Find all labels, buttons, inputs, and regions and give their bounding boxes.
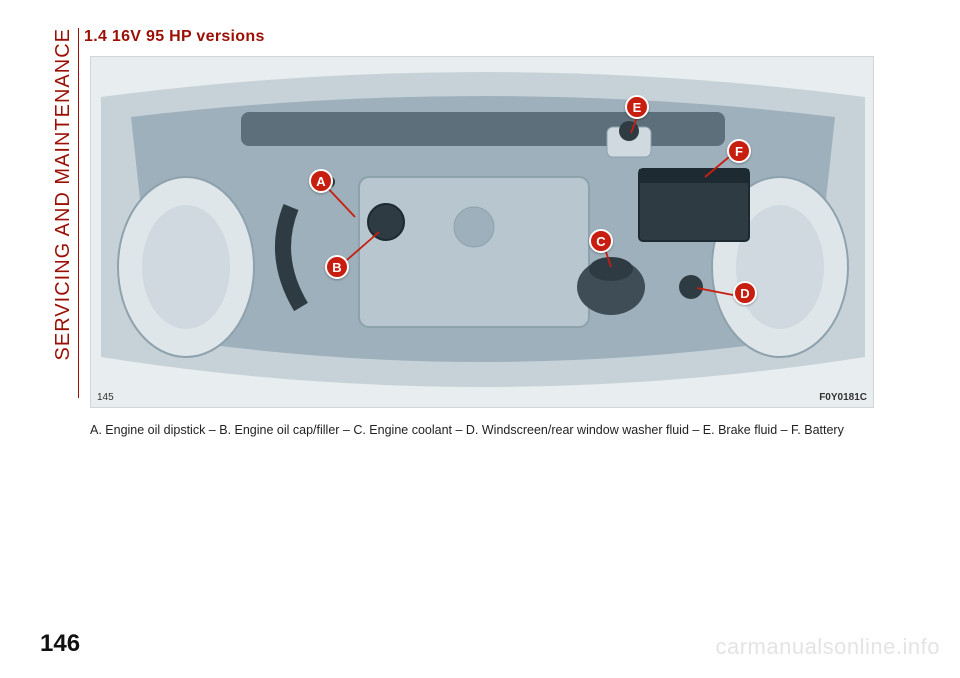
- callout-e-label: E: [633, 100, 642, 115]
- callout-b: B: [325, 255, 349, 279]
- page-number: 146: [40, 630, 80, 658]
- callout-b-label: B: [332, 260, 341, 275]
- page-heading: 1.4 16V 95 HP versions: [84, 28, 920, 46]
- figure-number: 145: [97, 392, 114, 403]
- engine-figure: A B C D E F 145 F0Y0181C: [90, 56, 874, 408]
- callout-f: F: [727, 139, 751, 163]
- section-rule: [78, 28, 79, 398]
- page: SERVICING AND MAINTENANCE 1.4 16V 95 HP …: [0, 0, 960, 678]
- callout-c: C: [589, 229, 613, 253]
- callout-e: E: [625, 95, 649, 119]
- callout-a: A: [309, 169, 333, 193]
- callout-a-label: A: [316, 174, 325, 189]
- callout-f-label: F: [735, 144, 743, 159]
- callout-c-label: C: [596, 234, 605, 249]
- section-label: SERVICING AND MAINTENANCE: [52, 28, 75, 360]
- callout-d-label: D: [740, 286, 749, 301]
- figure-caption: A. Engine oil dipstick – B. Engine oil c…: [90, 422, 920, 440]
- engine-svg: [91, 57, 874, 408]
- watermark: carmanualsonline.info: [715, 634, 940, 660]
- figure-ref: F0Y0181C: [819, 392, 867, 403]
- callout-d: D: [733, 281, 757, 305]
